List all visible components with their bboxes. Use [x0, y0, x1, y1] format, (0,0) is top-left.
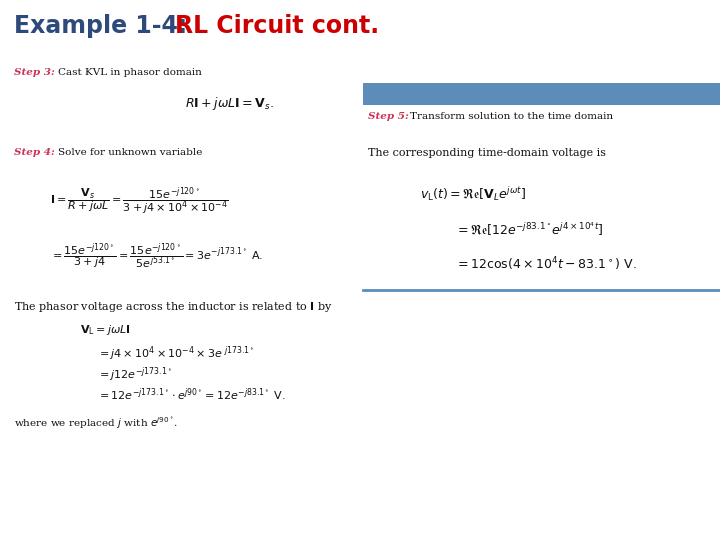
- Text: $R\mathbf{I} + j\omega L\mathbf{I} = \mathbf{V}_s.$: $R\mathbf{I} + j\omega L\mathbf{I} = \ma…: [185, 95, 274, 112]
- Text: $v_\mathrm{L}(t) = \mathfrak{Re}[\mathbf{V}_L e^{j\omega t}]$: $v_\mathrm{L}(t) = \mathfrak{Re}[\mathbf…: [420, 185, 526, 203]
- Text: RL Circuit cont.: RL Circuit cont.: [175, 14, 379, 38]
- Text: Solve for unknown variable: Solve for unknown variable: [58, 148, 202, 157]
- Text: The phasor voltage across the inductor is related to $\mathbf{I}$ by: The phasor voltage across the inductor i…: [14, 300, 333, 314]
- Text: Step 5:: Step 5:: [368, 112, 409, 121]
- Text: The corresponding time-domain voltage is: The corresponding time-domain voltage is: [368, 148, 606, 158]
- Bar: [363, 83, 720, 105]
- Text: Example 1-4:: Example 1-4:: [14, 14, 187, 38]
- Text: Transform solution to the time domain: Transform solution to the time domain: [410, 112, 613, 121]
- Text: Step 3:: Step 3:: [14, 68, 55, 77]
- Text: $= j12e^{-j173.1^\circ}$: $= j12e^{-j173.1^\circ}$: [97, 365, 172, 383]
- Text: $\mathbf{V}_\mathrm{L} = j\omega L\mathbf{I}$: $\mathbf{V}_\mathrm{L} = j\omega L\mathb…: [80, 323, 130, 337]
- Text: Step 4:: Step 4:: [14, 148, 55, 157]
- Text: $= j4 \times 10^4 \times 10^{-4} \times 3e^{\ j173.1^\circ}$: $= j4 \times 10^4 \times 10^{-4} \times …: [97, 344, 254, 362]
- Text: Cast KVL in phasor domain: Cast KVL in phasor domain: [58, 68, 202, 77]
- Text: $= \dfrac{15e^{-j120^\circ}}{3 + j4} = \dfrac{15e^{-j120^\circ}}{5e^{j53.1^\circ: $= \dfrac{15e^{-j120^\circ}}{3 + j4} = \…: [50, 242, 264, 272]
- Text: where we replaced $j$ with $e^{j90^\circ}$.: where we replaced $j$ with $e^{j90^\circ…: [14, 415, 179, 431]
- Text: $= 12e^{-j173.1^\circ} \cdot e^{j90^\circ} = 12e^{-j83.1^\circ}\ \mathrm{V.}$: $= 12e^{-j173.1^\circ} \cdot e^{j90^\cir…: [97, 386, 286, 403]
- Text: $\mathbf{I} = \dfrac{\mathbf{V}_s}{R + j\omega L} = \dfrac{15e^{-j120^\circ}}{3 : $\mathbf{I} = \dfrac{\mathbf{V}_s}{R + j…: [50, 185, 229, 217]
- Text: $= 12\cos(4\times10^4 t - 83.1^\circ)\ \mathrm{V.}$: $= 12\cos(4\times10^4 t - 83.1^\circ)\ \…: [455, 255, 637, 273]
- Text: $= \mathfrak{Re}[12e^{-j83.1^\circ}e^{j4\times10^4 t}]$: $= \mathfrak{Re}[12e^{-j83.1^\circ}e^{j4…: [455, 220, 603, 238]
